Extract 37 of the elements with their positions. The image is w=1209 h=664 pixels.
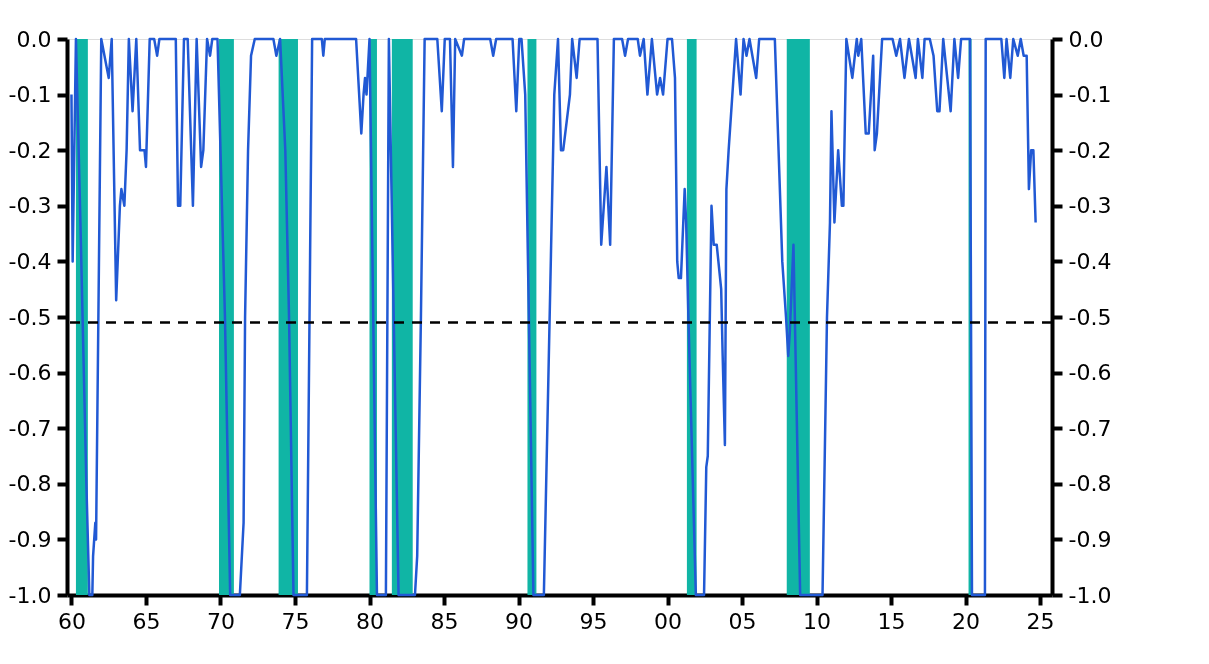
y-tick-label: -0.3 [8,193,52,219]
y2-tick-label: 0.0 [1068,26,1104,52]
y-tick-label: 0.0 [16,26,52,52]
y2-tick-label: -0.2 [1068,137,1112,163]
x-tick-label: 60 [57,608,86,634]
y-tick-label: -0.4 [8,248,52,274]
x-tick-label: 25 [1026,608,1055,634]
x-tick-label: 65 [132,608,161,634]
x-tick-label: 20 [952,608,981,634]
x-tick-label: 10 [803,608,832,634]
x-tick-label: 75 [281,608,310,634]
y-tick-label: -0.5 [8,304,52,330]
y2-tick-label: -0.7 [1068,415,1112,441]
x-tick-label: 00 [654,608,683,634]
x-tick-label: 70 [206,608,235,634]
y2-tick-label: -0.8 [1068,471,1112,497]
x-tick-label: 90 [505,608,534,634]
y2-tick-label: -0.1 [1068,82,1112,108]
y2-tick-label: -0.9 [1068,526,1112,552]
y-tick-label: -0.8 [8,471,52,497]
x-tick-label: 05 [728,608,757,634]
y-tick-label: -0.7 [8,415,52,441]
line-series [70,37,1037,597]
x-tick-label: 15 [877,608,906,634]
y2-tick-label: -0.5 [1068,304,1112,330]
y-tick-label: -0.2 [8,137,52,163]
y-tick-label: -1.0 [8,582,52,608]
x-tick-label: 85 [430,608,459,634]
y2-tick-label: -1.0 [1068,582,1112,608]
y2-tick-label: -0.4 [1068,248,1112,274]
x-tick-label: 95 [579,608,608,634]
y2-tick-label: -0.3 [1068,193,1112,219]
x-tick-label: 80 [356,608,384,634]
y-tick-label: -0.9 [8,526,52,552]
y-tick-label: -0.1 [8,82,52,108]
y2-tick-label: -0.6 [1068,360,1112,386]
y-tick-label: -0.6 [8,360,52,386]
